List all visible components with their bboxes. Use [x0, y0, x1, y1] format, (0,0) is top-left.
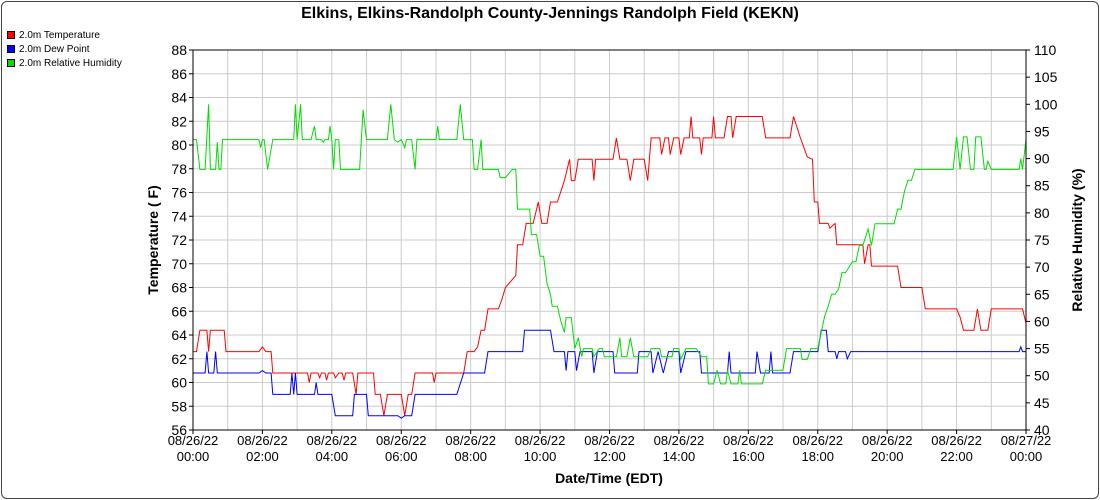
left-tick-label: 68: [171, 280, 187, 296]
x-tick-date-label: 08/26/22: [376, 433, 427, 448]
right-tick-label: 85: [1034, 178, 1050, 194]
right-tick-label: 55: [1034, 341, 1050, 357]
x-tick-time-label: 10:00: [524, 449, 557, 464]
x-tick-time-label: 16:00: [732, 449, 765, 464]
left-axis-ticks: 56 58 60 62 64 66 68 70 72 74 76 78 80 82 84 86 88: [171, 42, 193, 438]
x-tick-date-label: 08/26/22: [792, 433, 843, 448]
x-tick-time-label: 00:00: [1010, 449, 1043, 464]
x-tick-time-label: 22:00: [940, 449, 973, 464]
left-tick-label: 66: [171, 303, 187, 319]
legend-item-relative-humidity: 2.0m Relative Humidity: [7, 56, 122, 70]
right-tick-label: 70: [1034, 259, 1050, 275]
right-tick-label: 65: [1034, 286, 1050, 302]
dew-point-line: [193, 329, 1026, 419]
legend-swatch-temperature: [7, 31, 15, 39]
left-tick-label: 74: [171, 208, 187, 224]
right-tick-label: 95: [1034, 123, 1050, 139]
right-tick-label: 40: [1034, 422, 1050, 438]
x-tick-date-label: 08/26/22: [515, 433, 566, 448]
x-tick-date-label: 08/26/22: [307, 433, 358, 448]
left-tick-label: 56: [171, 422, 187, 438]
left-tick-label: 60: [171, 375, 187, 391]
legend-item-temperature: 2.0m Temperature: [7, 28, 122, 42]
legend-label-relative-humidity: 2.0m Relative Humidity: [19, 57, 122, 69]
x-axis-ticks: 08/26/2200:0008/26/2202:0008/26/2204:000…: [168, 430, 1052, 464]
chart-series: [193, 104, 1027, 419]
right-tick-label: 50: [1034, 368, 1050, 384]
y-axis-right-label: Relative Humidity (%): [1069, 168, 1085, 311]
x-tick-date-label: 08/26/22: [168, 433, 219, 448]
legend-label-dew-point: 2.0m Dew Point: [19, 43, 90, 55]
right-tick-label: 60: [1034, 313, 1050, 329]
legend-label-temperature: 2.0m Temperature: [19, 29, 100, 41]
x-tick-date-label: 08/26/22: [654, 433, 705, 448]
left-tick-label: 76: [171, 185, 187, 201]
right-tick-label: 110: [1034, 42, 1057, 58]
right-tick-label: 100: [1034, 96, 1058, 112]
relative-humidity-line: [193, 104, 1027, 385]
y-axis-left-label: Temperature ( F): [145, 185, 161, 294]
left-tick-label: 62: [171, 351, 187, 367]
left-tick-label: 82: [171, 113, 187, 129]
legend-swatch-dew-point: [7, 45, 15, 53]
x-tick-time-label: 00:00: [177, 449, 210, 464]
x-tick-date-label: 08/26/22: [445, 433, 496, 448]
x-tick-date-label: 08/26/22: [862, 433, 913, 448]
x-tick-time-label: 12:00: [593, 449, 626, 464]
temperature-line: [193, 116, 1027, 416]
left-tick-label: 88: [171, 42, 187, 58]
legend-item-dew-point: 2.0m Dew Point: [7, 42, 122, 56]
chart-legend: 2.0m Temperature 2.0m Dew Point 2.0m Rel…: [7, 28, 122, 70]
x-tick-time-label: 18:00: [801, 449, 834, 464]
right-tick-label: 80: [1034, 205, 1050, 221]
x-axis-label: Date/Time (EDT): [555, 470, 663, 486]
chart-title: Elkins, Elkins-Randolph County-Jennings …: [301, 5, 799, 22]
left-tick-label: 86: [171, 66, 187, 82]
right-axis-ticks: 40 45 50 55 60 65 70 75 80 85 90 95 100 105 110: [1026, 42, 1058, 438]
x-tick-date-label: 08/26/22: [237, 433, 288, 448]
right-tick-label: 75: [1034, 232, 1050, 248]
left-tick-label: 80: [171, 137, 187, 153]
right-tick-label: 90: [1034, 151, 1050, 167]
x-tick-time-label: 02:00: [246, 449, 279, 464]
right-tick-label: 45: [1034, 395, 1050, 411]
x-tick-date-label: 08/26/22: [584, 433, 635, 448]
x-tick-time-label: 06:00: [385, 449, 418, 464]
x-tick-time-label: 08:00: [454, 449, 487, 464]
right-tick-label: 105: [1034, 69, 1058, 85]
x-tick-time-label: 04:00: [316, 449, 349, 464]
left-tick-label: 84: [171, 90, 187, 106]
left-tick-label: 58: [171, 398, 187, 414]
x-tick-time-label: 14:00: [663, 449, 696, 464]
left-tick-label: 70: [171, 256, 187, 272]
left-tick-label: 72: [171, 232, 187, 248]
x-tick-date-label: 08/26/22: [931, 433, 982, 448]
x-tick-date-label: 08/27/22: [1001, 433, 1052, 448]
x-tick-time-label: 20:00: [871, 449, 904, 464]
x-tick-date-label: 08/26/22: [723, 433, 774, 448]
legend-swatch-relative-humidity: [7, 59, 15, 67]
left-tick-label: 64: [171, 327, 187, 343]
left-tick-label: 78: [171, 161, 187, 177]
